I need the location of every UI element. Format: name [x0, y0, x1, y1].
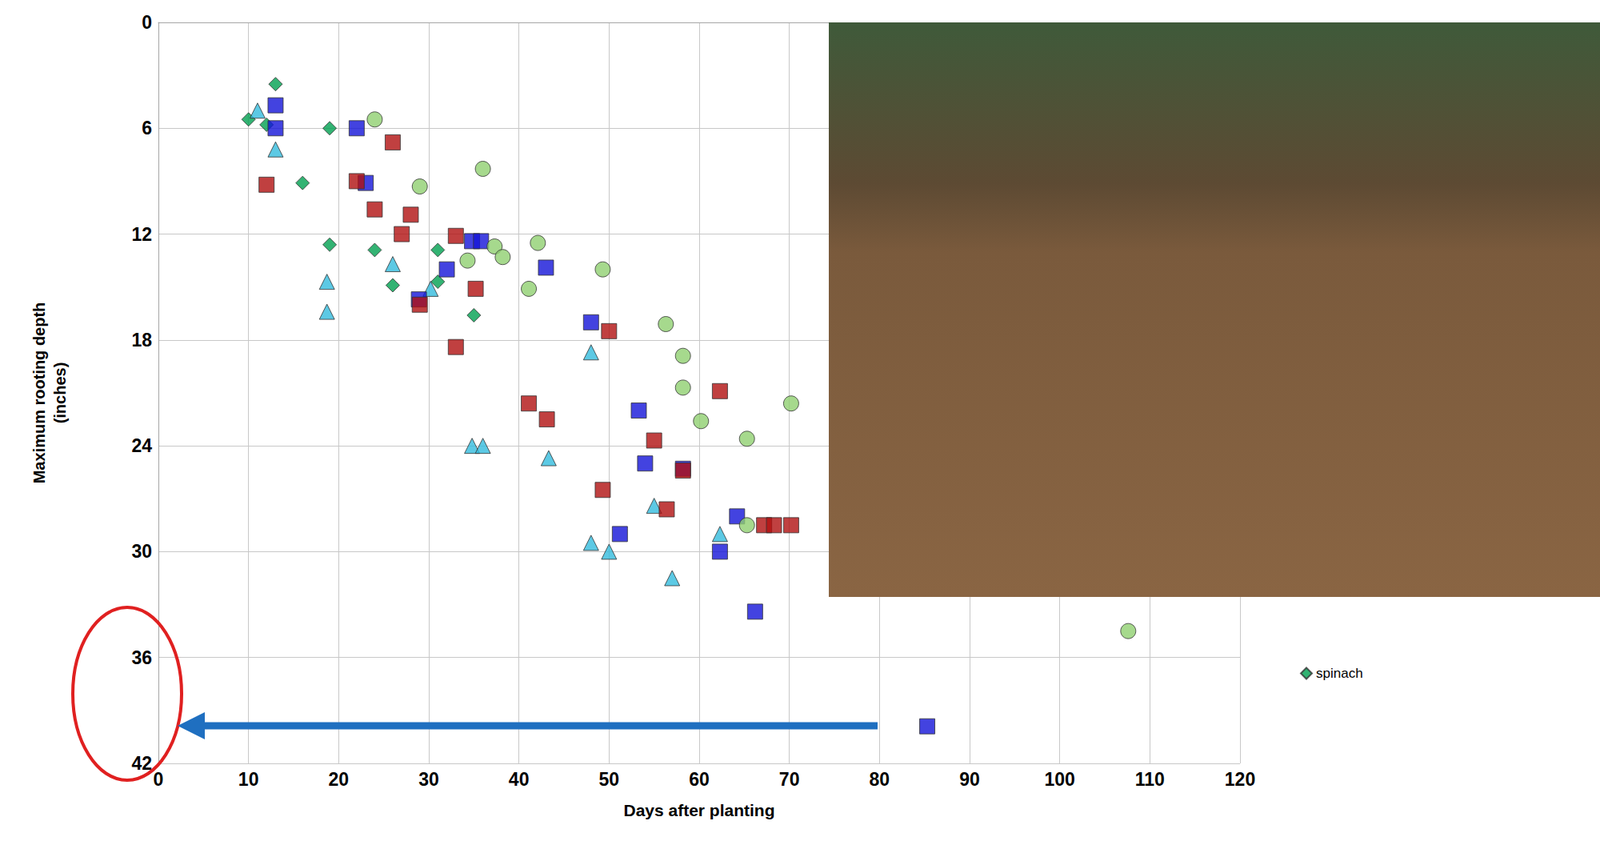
svg-text:24: 24: [131, 435, 152, 456]
svg-text:12: 12: [131, 224, 152, 245]
svg-text:70: 70: [779, 768, 800, 790]
svg-text:42: 42: [131, 752, 152, 774]
svg-text:Maximum rooting depth: Maximum rooting depth: [30, 302, 48, 484]
svg-text:(inches): (inches): [51, 362, 69, 424]
svg-text:50: 50: [599, 768, 620, 790]
svg-text:30: 30: [131, 540, 152, 562]
svg-text:40: 40: [508, 768, 530, 790]
svg-text:90: 90: [959, 768, 980, 790]
svg-text:0: 0: [141, 12, 152, 33]
svg-text:110: 110: [1135, 768, 1165, 790]
svg-text:120: 120: [1224, 768, 1256, 790]
svg-text:10: 10: [238, 768, 260, 790]
svg-text:18: 18: [131, 329, 152, 351]
svg-text:100: 100: [1044, 768, 1075, 790]
svg-text:80: 80: [869, 768, 891, 790]
svg-text:0: 0: [153, 768, 164, 790]
svg-text:6: 6: [141, 117, 152, 139]
svg-text:spinach: spinach: [1316, 665, 1364, 681]
svg-text:60: 60: [688, 768, 710, 790]
svg-text:Days after planting: Days after planting: [623, 800, 775, 820]
svg-text:30: 30: [418, 768, 440, 790]
svg-text:20: 20: [328, 768, 350, 790]
svg-text:36: 36: [131, 647, 152, 668]
